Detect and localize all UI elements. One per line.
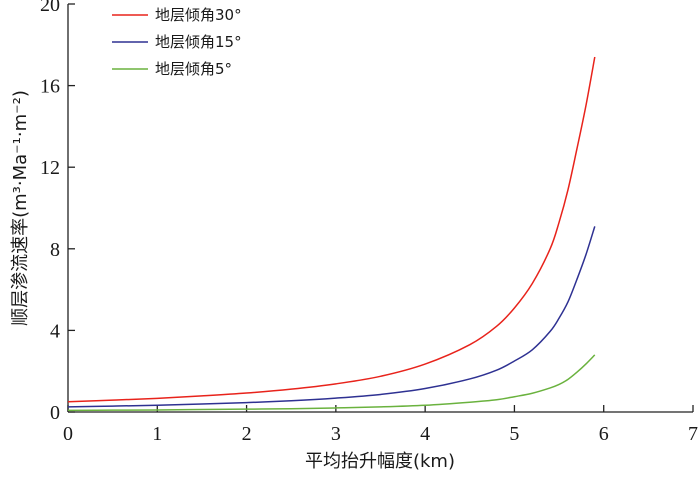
x-tick-label: 3 — [331, 423, 341, 445]
y-tick-label: 0 — [50, 402, 60, 424]
legend: 地层倾角30° 地层倾角15° 地层倾角5° — [112, 6, 242, 78]
series-line — [67, 226, 596, 408]
plot-area — [67, 4, 693, 413]
y-tick-label: 12 — [40, 157, 60, 179]
x-tick-label: 2 — [242, 423, 252, 445]
y-tick-label: 4 — [50, 320, 60, 342]
y-ticks: 0 4 8 12 16 20 — [40, 0, 75, 424]
y-tick-label: 16 — [40, 76, 60, 98]
x-tick-label: 1 — [152, 423, 162, 445]
y-tick-label: 20 — [40, 0, 60, 16]
legend-label: 地层倾角5° — [155, 60, 232, 78]
x-tick-label: 6 — [599, 423, 609, 445]
y-tick-label: 8 — [50, 239, 60, 261]
series-group — [67, 56, 596, 412]
series-line — [67, 56, 596, 403]
x-axis-title: 平均抬升幅度(km) — [305, 451, 455, 472]
series-line — [67, 354, 596, 412]
legend-label: 地层倾角15° — [155, 33, 242, 51]
x-tick-label: 0 — [63, 423, 73, 445]
x-tick-label: 4 — [420, 423, 430, 445]
legend-label: 地层倾角30° — [155, 6, 242, 24]
x-tick-label: 7 — [688, 423, 698, 445]
x-tick-label: 5 — [509, 423, 519, 445]
x-ticks: 0 1 2 3 4 5 6 7 — [63, 405, 698, 445]
y-axis-title: 顺层渗流速率(m³·Ma⁻¹·m⁻²) — [10, 90, 31, 326]
